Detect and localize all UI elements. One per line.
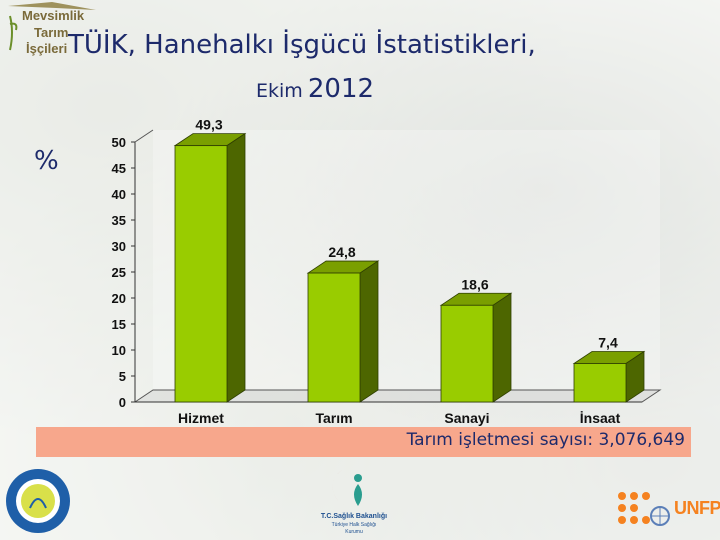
bar <box>440 304 494 403</box>
bar <box>174 145 228 403</box>
bar-side <box>226 132 246 403</box>
unfpa-wordmark: UNFPA <box>674 498 720 518</box>
y-unit-label: % <box>34 146 59 176</box>
bar-value-label: 18,6 <box>461 276 488 292</box>
y-tick-label: 15 <box>112 317 126 332</box>
plot-back-wall <box>153 130 660 390</box>
y-tick-label: 5 <box>119 369 126 384</box>
bar-value-label: 7,4 <box>598 335 618 351</box>
y-tick-label: 10 <box>112 343 126 358</box>
ministry-logo-line3: Kurumu <box>345 529 363 535</box>
x-category-label: Hizmet <box>178 410 224 426</box>
y-tick-label: 50 <box>112 135 126 150</box>
ministry-logo-line1: T.C.Sağlık Bakanlığı <box>320 513 388 520</box>
x-category-label: Tarım <box>315 410 352 426</box>
harran-university-logo <box>4 466 72 536</box>
y-tick-label: 40 <box>112 187 126 202</box>
y-tick-label: 45 <box>112 161 126 176</box>
unfpa-logo: UNFPA <box>612 486 720 536</box>
bar-value-label: 49,3 <box>195 117 222 133</box>
bar-side <box>492 292 512 403</box>
y-tick-label: 0 <box>119 395 126 410</box>
ministry-logo-line2: Türkiye Halk Sağlığı <box>331 522 377 528</box>
bar-value-label: 24,8 <box>328 244 355 260</box>
bar <box>573 363 627 403</box>
y-axis-top-edge <box>134 129 154 143</box>
bar-side <box>359 260 379 403</box>
subtitle-month: Ekim <box>256 80 303 102</box>
bar <box>307 272 361 403</box>
x-category-label: Sanayi <box>444 410 489 426</box>
y-tick-label: 25 <box>112 265 126 280</box>
note-band: Tarım işletmesi sayısı: 3,076,649 <box>36 427 691 457</box>
mevsimlik-tarim-iscileri-logo: Mevsimlik Tarım İşçileri <box>4 2 96 60</box>
logo-text-line1: Mevsimlik <box>22 8 85 23</box>
y-tick-label: 20 <box>112 291 126 306</box>
x-category-label: İnsaat <box>580 410 621 426</box>
logo-text-line2: Tarım <box>34 25 69 40</box>
farm-count-note: Tarım işletmesi sayısı: 3,076,649 <box>406 430 685 450</box>
y-tick-label: 35 <box>112 213 126 228</box>
y-tick-label: 30 <box>112 239 126 254</box>
logo-text-line3: İşçileri <box>26 41 68 56</box>
subtitle-year: 2012 <box>307 74 375 104</box>
ministry-of-health-logo: T.C.Sağlık Bakanlığı Türkiye Halk Sağlığ… <box>318 464 390 538</box>
slide-title: TÜİK, Hanehalkı İşgücü İstatistikleri, <box>68 30 536 60</box>
slide-subtitle: Ekim 2012 <box>256 74 374 104</box>
